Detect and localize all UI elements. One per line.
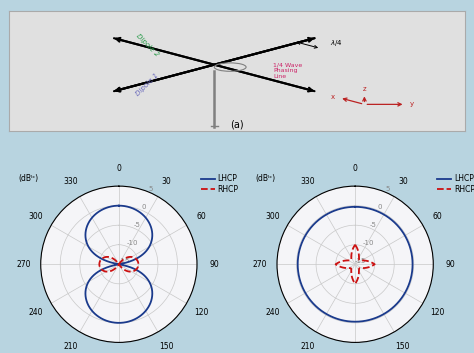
- Legend: LHCP, RHCP: LHCP, RHCP: [434, 171, 474, 197]
- Text: x: x: [331, 94, 335, 100]
- Text: z: z: [363, 86, 366, 92]
- Text: $\lambda$/4: $\lambda$/4: [330, 37, 343, 48]
- Text: Dipole 1: Dipole 1: [135, 72, 160, 97]
- Text: (a): (a): [230, 119, 244, 129]
- Text: y: y: [410, 101, 414, 107]
- Text: Dipole 2: Dipole 2: [135, 33, 160, 58]
- Text: (dBᴵᶜ): (dBᴵᶜ): [255, 174, 275, 183]
- Text: 1/4 Wave
Phasing
Line: 1/4 Wave Phasing Line: [273, 62, 303, 79]
- Legend: LHCP, RHCP: LHCP, RHCP: [198, 171, 242, 197]
- Text: (dBᴵᶜ): (dBᴵᶜ): [19, 174, 39, 183]
